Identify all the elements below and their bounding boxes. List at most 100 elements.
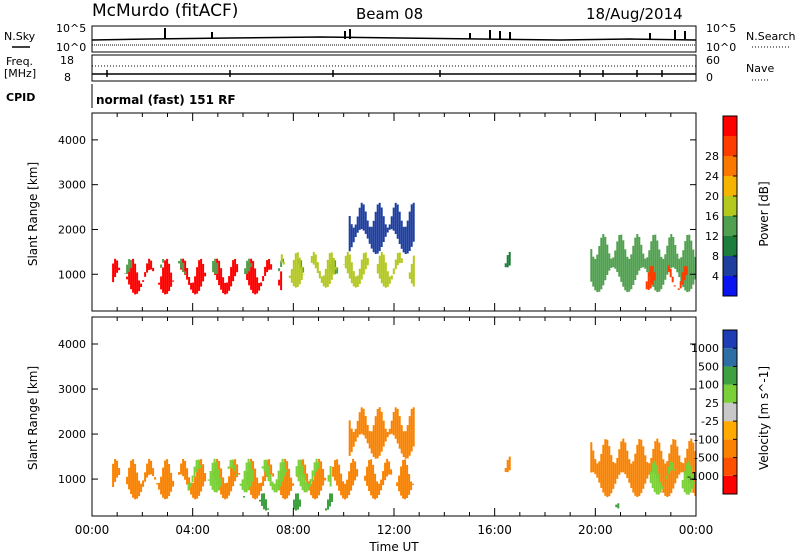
power-panel: 1000 2000 3000 4000 (58, 112, 697, 312)
echo-cell (178, 472, 181, 475)
echo-cell (270, 264, 273, 270)
echo-cell (192, 282, 195, 293)
echo-cell (164, 260, 167, 295)
echo-cell (666, 461, 669, 497)
echo-cell (604, 236, 607, 281)
echo-cell (231, 459, 234, 469)
echo-cell (366, 220, 369, 239)
echo-cell (360, 202, 363, 230)
echo-cell (664, 463, 667, 496)
colorbar-tick-label: 12 (705, 230, 719, 243)
echo-cell (116, 260, 119, 273)
echo-cell (378, 202, 381, 252)
echo-cell (366, 425, 369, 444)
echo-cell (394, 259, 397, 270)
echo-cell (150, 460, 153, 475)
echo-cell (264, 266, 267, 276)
echo-cell (356, 420, 359, 438)
echo-cell (112, 263, 115, 283)
echo-cell (358, 412, 361, 435)
x-tick-label: 12:00 (377, 523, 412, 537)
colorbar-tick-label: -100 (694, 433, 719, 446)
echo-cell (366, 466, 369, 486)
colorbar-swatch (723, 136, 737, 156)
x-tick-label: 00:00 (75, 523, 110, 537)
echo-cell (316, 463, 319, 499)
echo-cell (211, 462, 214, 490)
echo-cell (649, 266, 652, 289)
echo-cell (224, 282, 227, 295)
echo-cell (682, 463, 685, 473)
echo-cell (322, 468, 325, 486)
echo-region (590, 438, 697, 498)
echo-cell (156, 483, 159, 485)
echo-cell (683, 266, 686, 281)
echo-cell (672, 237, 675, 268)
echo-cell (290, 269, 293, 283)
echo-cell (616, 458, 619, 479)
station-title: McMurdo (fitACF) (92, 1, 238, 21)
echo-cell (638, 236, 641, 271)
echo-cell (504, 263, 507, 268)
echo-cell (669, 268, 672, 278)
echo-cell (204, 473, 207, 482)
echo-cell (346, 251, 349, 274)
echo-region (243, 493, 333, 511)
echo-cell (412, 483, 415, 485)
echo-cell (655, 465, 658, 495)
echo-cell (380, 411, 383, 452)
echo-cell (235, 474, 238, 476)
echo-cell (184, 260, 187, 275)
echo-cell (292, 259, 295, 287)
freq-unit-label: [MHz] (4, 67, 36, 80)
velocity-y-axis-title: Slant Range [km] (26, 366, 40, 470)
echo-cell (317, 461, 320, 469)
echo-cell (207, 479, 210, 481)
echo-cell (144, 472, 147, 482)
echo-cell (312, 251, 315, 265)
echo-cell (188, 277, 191, 285)
y-tick-label: 3000 (58, 383, 86, 396)
echo-cell (402, 460, 405, 499)
echo-cell (136, 472, 139, 499)
echo-cell (280, 271, 283, 291)
echo-cell (376, 264, 379, 274)
echo-cell (650, 241, 653, 283)
echo-cell (676, 446, 679, 479)
echo-cell (673, 469, 676, 471)
echo-cell (410, 481, 413, 491)
echo-cell (342, 481, 345, 499)
echo-cell (299, 499, 301, 507)
echo-cell (370, 431, 373, 454)
echo-cell (130, 260, 133, 290)
echo-cell (328, 253, 331, 284)
echo-cell (653, 461, 656, 493)
echo-cell (267, 465, 270, 482)
echo-cell (372, 425, 375, 457)
echo-cell (213, 458, 216, 493)
echo-cell (651, 463, 654, 489)
freq-tick-low: 8 (64, 71, 71, 84)
echo-cell (658, 249, 661, 292)
velocity-colorbar-title: Velocity [m s^-1] (757, 366, 771, 470)
echo-cell (234, 258, 237, 277)
echo-cell (693, 482, 696, 484)
echo-cell (406, 465, 409, 498)
echo-cell (388, 461, 391, 475)
echo-cell (192, 482, 195, 498)
echo-cell (324, 477, 327, 481)
x-tick-label: 20:00 (578, 523, 613, 537)
time-axis-labels: 00:00 04:00 08:00 12:00 16:00 20:00 00:00 (75, 523, 714, 537)
echo-cell (356, 216, 359, 233)
echo-cell (649, 471, 652, 484)
echo-cell (374, 473, 377, 500)
echo-cell (130, 259, 133, 268)
echo-cell (251, 469, 254, 482)
echo-cell (640, 439, 643, 494)
echo-cell (380, 207, 383, 247)
echo-cell (664, 254, 667, 280)
echo-cell (219, 478, 222, 487)
echo-cell (130, 460, 133, 495)
echo-cell (320, 461, 323, 491)
